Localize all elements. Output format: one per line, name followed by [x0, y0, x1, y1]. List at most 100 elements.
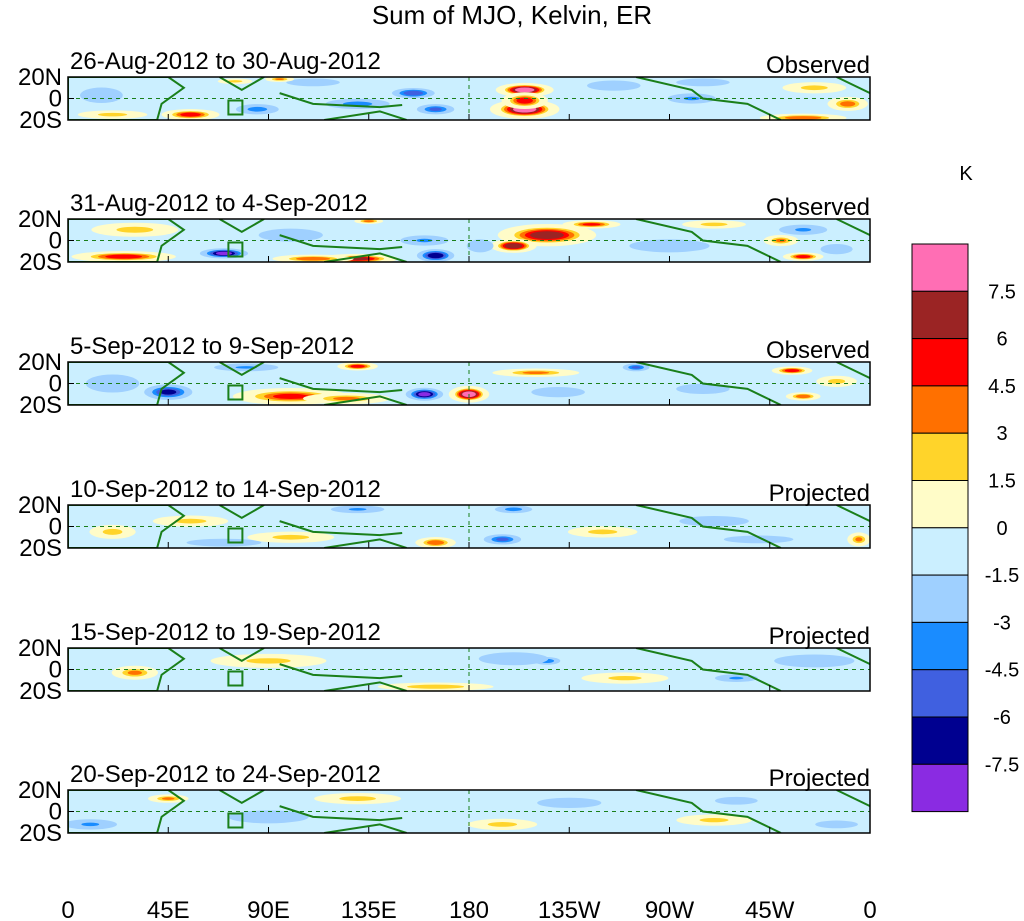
- x-tick-label: 0: [61, 897, 74, 921]
- anomaly-4: [337, 362, 378, 371]
- contour-fill: [466, 239, 494, 253]
- contour-fill: [631, 366, 641, 369]
- contour-fill: [275, 78, 285, 81]
- x-tick-label: 0: [863, 897, 876, 921]
- anomaly-7: [391, 87, 435, 99]
- region-marker: [227, 384, 244, 401]
- y-tick-label: 20N: [18, 206, 62, 233]
- contour-fill: [348, 508, 367, 511]
- colorbar-swatch: [911, 574, 969, 623]
- contour-fill: [403, 90, 424, 96]
- anomaly-8: [581, 672, 669, 684]
- anomaly-18: [629, 239, 710, 253]
- contour-fill: [116, 226, 154, 233]
- anomaly-6: [785, 392, 821, 401]
- colorbar-swatch: [911, 432, 969, 482]
- colorbar-level-label: -4.5: [985, 660, 1019, 682]
- anomaly-13: [85, 374, 140, 393]
- panel-period: 31-Aug-2012 to 4-Sep-2012: [70, 190, 368, 217]
- x-axis: 0 45E 90E 135E 180 135W 90W 45W 0: [61, 897, 876, 921]
- anomaly-18: [265, 77, 295, 82]
- anomaly-14: [531, 386, 585, 398]
- colorbar-level-label: 6: [996, 329, 1007, 351]
- anomaly-9: [405, 387, 444, 401]
- colorbar-swatch: [911, 669, 969, 718]
- region-marker: [227, 527, 244, 544]
- y-tick-label: 20S: [19, 107, 62, 134]
- contour-fill: [504, 243, 523, 249]
- anomaly-5: [771, 366, 813, 375]
- contour-fill: [427, 540, 445, 545]
- contour-fill: [795, 255, 811, 259]
- contour-fill: [487, 822, 518, 827]
- x-tick-label: 90E: [247, 897, 290, 921]
- anomaly-13: [466, 239, 494, 253]
- anomaly-1: [147, 794, 189, 803]
- contour-fill: [418, 392, 431, 397]
- contour-fill: [295, 257, 331, 261]
- panel-status: Projected: [769, 623, 870, 650]
- anomaly-3: [478, 652, 549, 666]
- contour-fill: [215, 251, 232, 256]
- y-tick-label: 0: [49, 228, 62, 255]
- contour-fill: [97, 112, 128, 117]
- anomaly-3: [562, 220, 621, 229]
- anomaly-9: [815, 820, 858, 829]
- y-tick-label: 20S: [19, 820, 62, 847]
- anomaly-7: [210, 653, 327, 668]
- contour-fill: [679, 515, 749, 527]
- anomaly-3: [467, 818, 538, 830]
- y-tick-label: 0: [49, 799, 62, 826]
- contour-fill: [784, 369, 800, 373]
- contour-fill: [416, 238, 433, 243]
- anomaly-12: [567, 526, 638, 538]
- anomaly-12: [400, 235, 449, 246]
- y-tick-label: 20S: [19, 392, 62, 419]
- anomaly-2: [483, 534, 522, 545]
- anomaly-6: [68, 819, 118, 830]
- contour-fill: [504, 507, 523, 512]
- anomaly-4: [714, 674, 758, 682]
- anomaly-8: [416, 104, 455, 115]
- contour-fill: [530, 231, 564, 239]
- y-tick-label: 20S: [19, 535, 62, 562]
- contour-fill: [815, 820, 858, 829]
- anomaly-10: [235, 104, 279, 115]
- panel-status: Projected: [769, 765, 870, 792]
- contour-fill: [516, 97, 533, 104]
- contour-fill: [582, 223, 601, 226]
- y-tick-label: 0: [49, 657, 62, 684]
- y-tick-label: 20N: [18, 349, 62, 376]
- contour-fill: [774, 654, 855, 668]
- chart-title: Sum of MJO, Kelvin, ER: [372, 0, 652, 30]
- colorbar-swatch: [911, 385, 969, 434]
- anomaly-7: [492, 368, 580, 377]
- anomaly-5: [377, 682, 494, 691]
- contour-fill: [85, 374, 140, 393]
- colorbar-units: K: [959, 163, 973, 185]
- contour-fill: [429, 107, 442, 111]
- contour-fill: [180, 112, 201, 117]
- panel-4: 10-Sep-2012 to 14-Sep-2012 Projected 20N02…: [18, 476, 871, 562]
- panel-5: 15-Sep-2012 to 19-Sep-2012 Projected 20N02…: [18, 619, 871, 705]
- contour-fill: [531, 386, 585, 398]
- colorbar-swatch: [911, 716, 969, 765]
- anomaly-8: [144, 384, 193, 400]
- contour-fill: [339, 796, 376, 801]
- colorbar: K 7.5 6 4.5 3 1.5 0 -1.5 -3 -4.5 -6 -7.5: [911, 163, 1019, 813]
- anomaly-7: [228, 810, 309, 824]
- anomaly-6: [827, 96, 868, 111]
- contour-fill: [258, 228, 323, 242]
- contour-fill: [828, 378, 846, 384]
- panel-period: 26-Aug-2012 to 30-Aug-2012: [70, 48, 381, 75]
- y-tick-label: 0: [49, 371, 62, 398]
- contour-fill: [235, 366, 257, 369]
- contour-fill: [162, 797, 175, 800]
- contour-fill: [514, 87, 535, 93]
- contour-fill: [105, 254, 143, 259]
- panel-6: 20-Sep-2012 to 24-Sep-2012 Projected 20N02…: [18, 761, 871, 847]
- colorbar-level-label: -6: [993, 707, 1011, 729]
- anomaly-1: [111, 665, 159, 680]
- anomaly-14: [77, 110, 148, 119]
